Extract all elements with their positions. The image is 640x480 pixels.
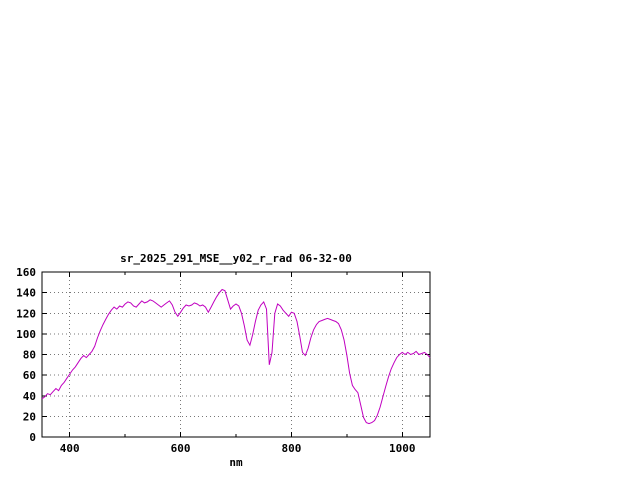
plot-border (41, 271, 431, 438)
y-tick-label: 140 (16, 287, 36, 300)
y-tick-label: 40 (23, 390, 36, 403)
chart-title: sr_2025_291_MSE__y02_r_rad 06-32-00 (120, 252, 352, 265)
plot-generated-layer: 400 600 800 1000 0 20 40 60 80 100 120 140 160 (16, 266, 431, 455)
x-tick-label: 800 (281, 442, 301, 455)
y-tick-label: 0 (29, 431, 36, 444)
y-tick-label: 20 (23, 410, 36, 423)
x-tick-label: 600 (171, 442, 191, 455)
data-line (41, 288, 431, 425)
x-tick-label: 400 (60, 442, 80, 455)
y-tick-label: 80 (23, 349, 36, 362)
y-tick-label: 60 (23, 369, 36, 382)
y-tick-label: 120 (16, 307, 36, 320)
x-tick-label: 1000 (389, 442, 416, 455)
y-tick-label: 160 (16, 266, 36, 279)
y-tick-label: 100 (16, 328, 36, 341)
x-axis-label: nm (229, 456, 243, 469)
